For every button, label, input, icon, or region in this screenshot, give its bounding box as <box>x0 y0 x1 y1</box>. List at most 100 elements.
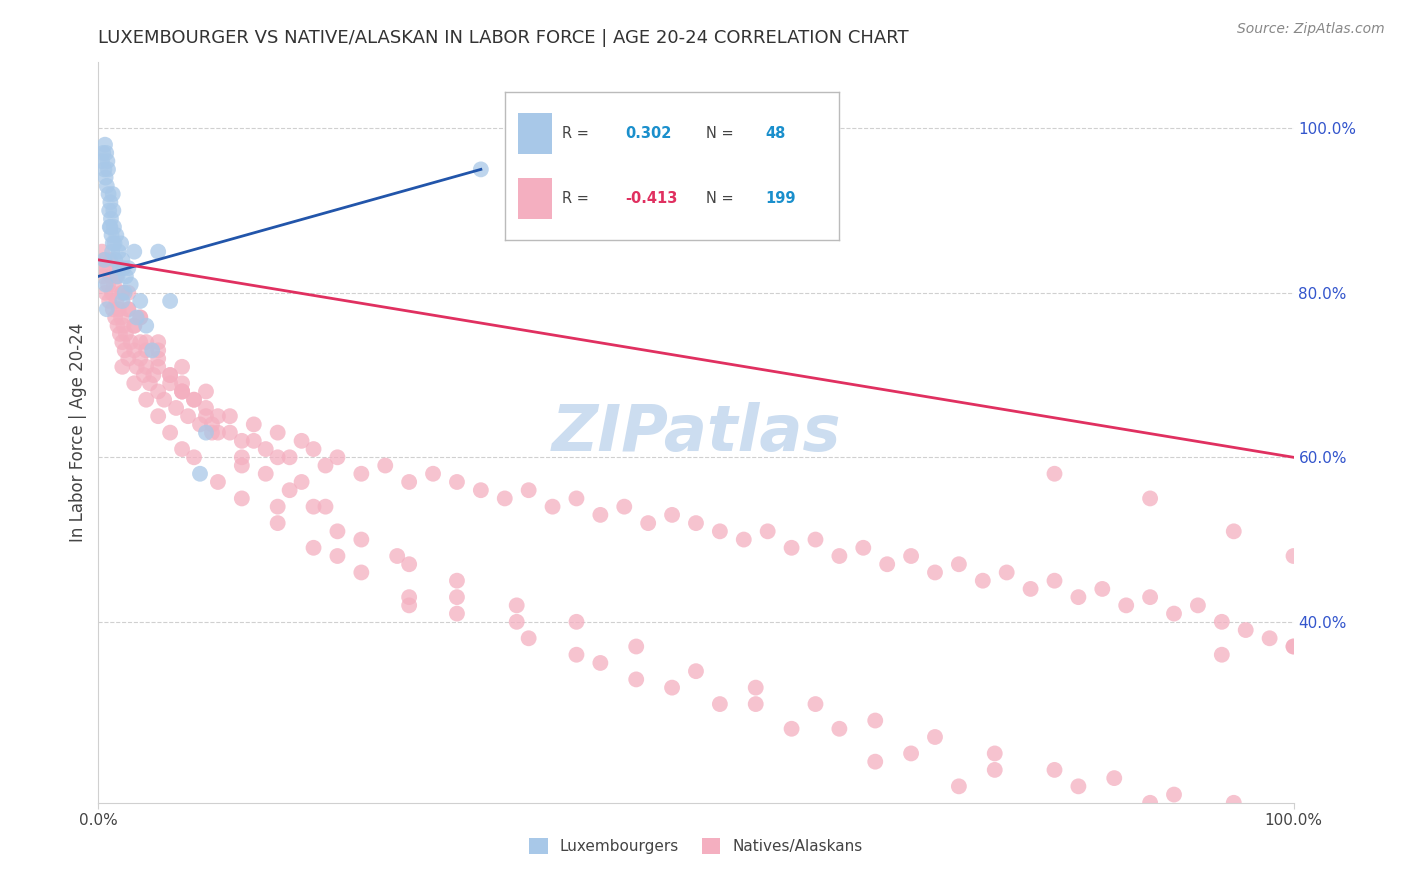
Point <box>129 293 152 308</box>
Point <box>1211 615 1233 629</box>
Point <box>1139 590 1161 604</box>
Point <box>103 203 125 218</box>
Point <box>159 293 181 308</box>
Point <box>1043 763 1066 777</box>
Point <box>661 681 683 695</box>
Point <box>172 359 194 374</box>
Point <box>626 640 648 654</box>
Point <box>804 697 827 711</box>
Point <box>91 145 114 160</box>
Point <box>1115 599 1137 613</box>
Point <box>125 359 148 374</box>
Point <box>111 285 134 300</box>
Point <box>924 566 946 580</box>
Point <box>117 302 139 317</box>
Legend: Luxembourgers, Natives/Alaskans: Luxembourgers, Natives/Alaskans <box>522 830 870 862</box>
Point <box>111 293 134 308</box>
Point <box>685 516 707 530</box>
Point <box>103 277 125 292</box>
Point <box>96 154 118 169</box>
Point <box>302 500 325 514</box>
Point <box>565 615 588 629</box>
Point <box>541 500 564 514</box>
Point <box>98 252 122 267</box>
Point <box>94 285 117 300</box>
Point <box>195 425 218 440</box>
Point <box>1139 491 1161 506</box>
Point <box>115 269 138 284</box>
Point <box>852 541 875 555</box>
Point <box>112 318 135 333</box>
Point <box>100 211 122 226</box>
Point <box>756 524 779 539</box>
Point <box>93 162 115 177</box>
Point <box>254 467 277 481</box>
Point <box>96 261 118 276</box>
Point <box>172 384 194 399</box>
Point <box>1282 640 1305 654</box>
Point <box>165 401 187 415</box>
Point <box>207 475 229 489</box>
Point <box>924 730 946 744</box>
Point <box>153 392 176 407</box>
Point <box>104 252 127 267</box>
Point <box>972 574 994 588</box>
Point <box>1211 648 1233 662</box>
Point <box>96 145 118 160</box>
Point <box>101 244 124 259</box>
Point <box>111 335 134 350</box>
Point <box>114 285 136 300</box>
Point <box>745 697 768 711</box>
Point <box>780 541 803 555</box>
Point <box>112 261 135 276</box>
Point <box>422 467 444 481</box>
Y-axis label: In Labor Force | Age 20-24: In Labor Force | Age 20-24 <box>69 323 87 542</box>
Point <box>231 434 253 448</box>
Point <box>91 269 114 284</box>
Point <box>1067 590 1090 604</box>
Point <box>876 558 898 572</box>
Point <box>172 384 194 399</box>
Point <box>107 244 129 259</box>
Point <box>101 302 124 317</box>
Point <box>350 533 373 547</box>
Point <box>108 326 131 341</box>
Point <box>1282 640 1305 654</box>
Point <box>159 368 181 382</box>
Point <box>1258 632 1281 646</box>
Point <box>446 475 468 489</box>
Point <box>231 450 253 465</box>
Point <box>97 162 120 177</box>
Point <box>745 681 768 695</box>
Point <box>613 500 636 514</box>
Point <box>107 269 129 284</box>
Point <box>98 219 122 234</box>
Point <box>350 467 373 481</box>
Point <box>1223 796 1246 810</box>
Point <box>100 285 122 300</box>
Point <box>104 310 127 325</box>
Point <box>141 343 163 358</box>
Point <box>117 302 139 317</box>
Point <box>97 277 120 292</box>
Point <box>93 252 115 267</box>
Point <box>302 541 325 555</box>
Point <box>135 343 157 358</box>
Point <box>291 475 314 489</box>
Point <box>124 244 146 259</box>
Point <box>302 442 325 456</box>
Point <box>91 244 114 259</box>
Point <box>984 747 1007 761</box>
Point <box>110 310 132 325</box>
Point <box>177 409 200 424</box>
Point <box>948 780 970 794</box>
Point <box>1043 574 1066 588</box>
Point <box>159 425 181 440</box>
Point <box>91 154 114 169</box>
Point <box>201 417 224 432</box>
Point <box>98 203 121 218</box>
Point <box>188 417 211 432</box>
Point <box>183 392 205 407</box>
Point <box>661 508 683 522</box>
Point <box>984 763 1007 777</box>
